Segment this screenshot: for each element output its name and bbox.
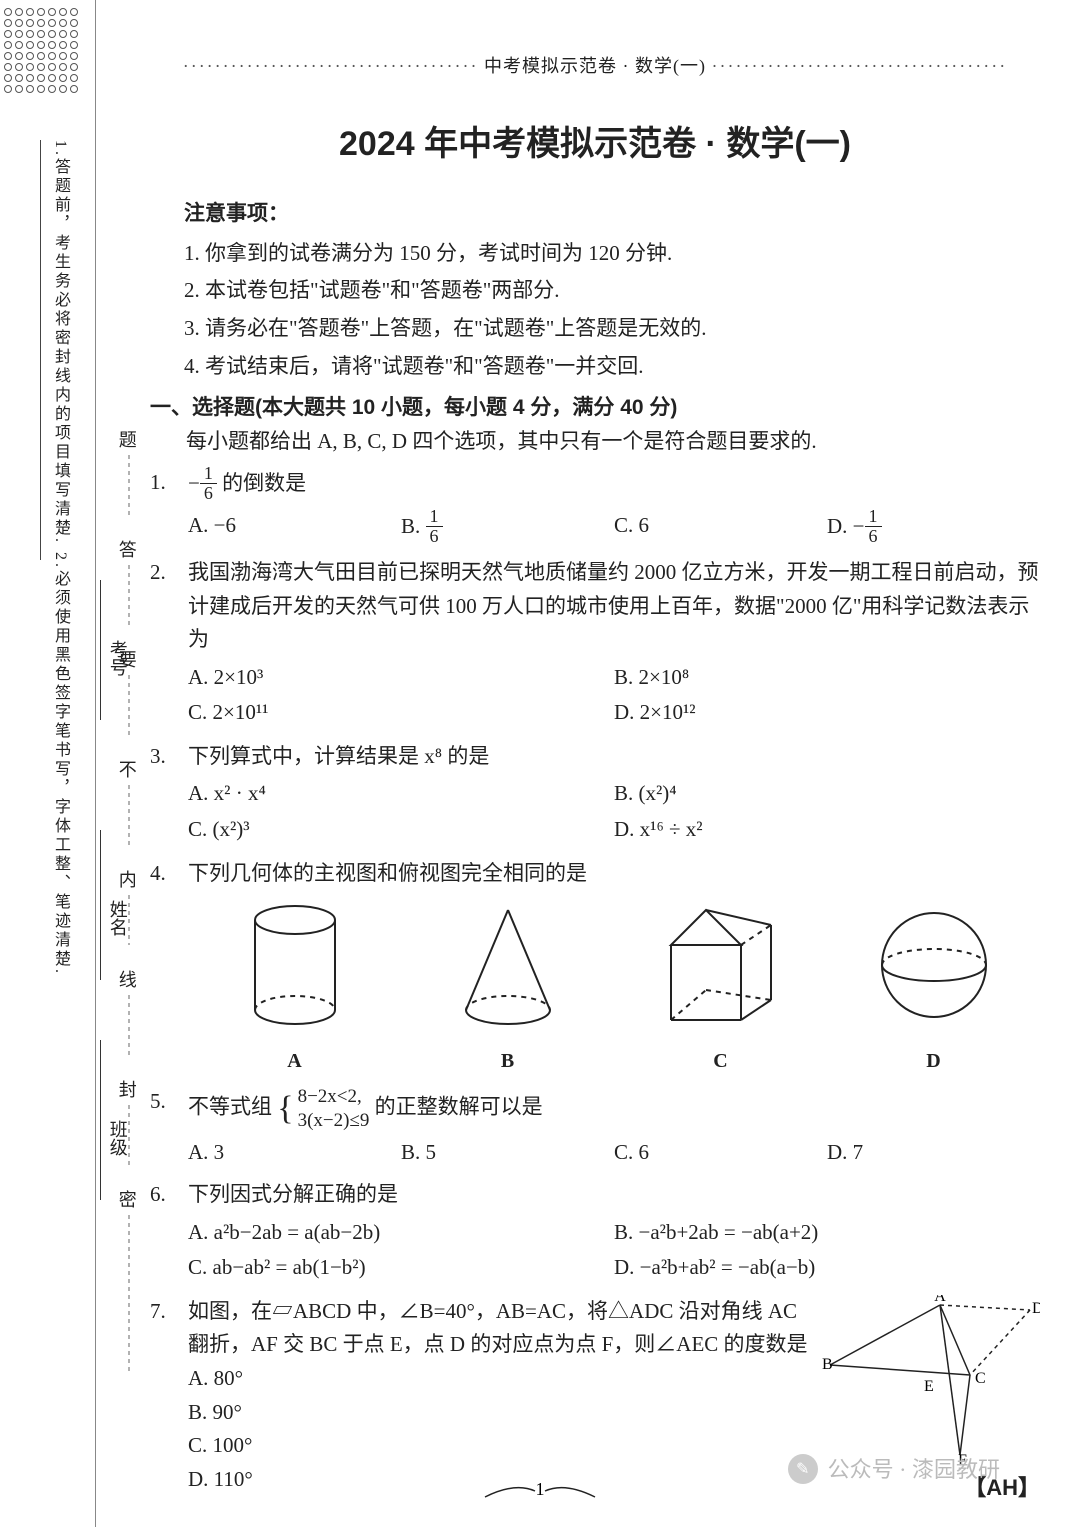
svg-text:1: 1 bbox=[536, 1479, 545, 1499]
option-b: B. 5 bbox=[401, 1136, 614, 1170]
q-stem: 下列因式分解正确的是 bbox=[188, 1178, 1040, 1212]
question-3: 3. 下列算式中，计算结果是 x⁸ 的是 A. x² · x⁴ B. (x²)⁴… bbox=[150, 740, 1040, 849]
field-class: 班级 bbox=[103, 1120, 132, 1156]
option-c: C. 6 bbox=[614, 509, 827, 548]
option-d: D. x¹⁶ ÷ x² bbox=[614, 813, 1040, 847]
option-a: A. 2×10³ bbox=[188, 661, 614, 695]
section-1-sub: 每小题都给出 A, B, C, D 四个选项，其中只有一个是符合题目要求的. bbox=[186, 425, 1040, 459]
solid-cone: B bbox=[401, 900, 614, 1077]
q-num: 4. bbox=[150, 857, 188, 891]
option-c: C. ab−ab² = ab(1−b²) bbox=[188, 1251, 614, 1285]
option-d: D. 7 bbox=[827, 1136, 1040, 1170]
exam-page: // placeholder; bubbles are drawn by mar… bbox=[0, 0, 1080, 1527]
svg-text:A: A bbox=[934, 1295, 946, 1305]
svg-text:B: B bbox=[822, 1356, 833, 1373]
notice-title: 注意事项： bbox=[184, 197, 1040, 231]
content-area: ····································· 中考… bbox=[150, 52, 1040, 1496]
q-stem: 我国渤海湾大气田目前已探明天然气地质储量约 2000 亿立方米，开发一期工程日前… bbox=[188, 556, 1040, 657]
question-2: 2. 我国渤海湾大气田目前已探明天然气地质储量约 2000 亿立方米，开发一期工… bbox=[150, 556, 1040, 732]
question-5: 5. 不等式组 {8−2x<2,3(x−2)≤9 的正整数解可以是 A. 3 B… bbox=[150, 1085, 1040, 1170]
option-c: C. 6 bbox=[614, 1136, 827, 1170]
seal-char: 不 bbox=[112, 760, 141, 778]
option-a: A. 3 bbox=[188, 1136, 401, 1170]
option-d: D. 2×10¹² bbox=[614, 696, 1040, 730]
notice-block: 注意事项： 1. 你拿到的试卷满分为 150 分，考试时间为 120 分钟. 2… bbox=[184, 197, 1040, 383]
svg-text:D: D bbox=[1032, 1300, 1040, 1317]
question-4: 4. 下列几何体的主视图和俯视图完全相同的是 A bbox=[150, 857, 1040, 1077]
binding-note: 1.答题前，考生务必将密封线内的项目填写清楚. 2.必须使用黑色签字笔书写，字体… bbox=[48, 140, 72, 976]
seal-char: 线 bbox=[112, 970, 141, 988]
seal-char: 答 bbox=[112, 540, 141, 558]
notice-item: 3. 请务必在"答题卷"上答题，在"试题卷"上答题是无效的. bbox=[184, 312, 1040, 346]
q-num: 6. bbox=[150, 1178, 188, 1212]
option-a: A. −6 bbox=[188, 509, 401, 548]
question-6: 6. 下列因式分解正确的是 A. a²b−2ab = a(ab−2b) B. −… bbox=[150, 1178, 1040, 1287]
q-stem: 下列几何体的主视图和俯视图完全相同的是 bbox=[188, 857, 1040, 891]
svg-text:C: C bbox=[975, 1370, 986, 1387]
notice-item: 2. 本试卷包括"试题卷"和"答题卷"两部分. bbox=[184, 274, 1040, 308]
solid-prism: C bbox=[614, 900, 827, 1077]
solid-sphere: D bbox=[827, 900, 1040, 1077]
notice-item: 1. 你拿到的试卷满分为 150 分，考试时间为 120 分钟. bbox=[184, 237, 1040, 271]
seal-char: 封 bbox=[112, 1080, 141, 1098]
main-title: 2024 年中考模拟示范卷 · 数学(一) bbox=[150, 117, 1040, 171]
option-b: B. 2×10⁸ bbox=[614, 661, 1040, 695]
option-b: B. 16 bbox=[401, 509, 614, 548]
field-name: 姓名 bbox=[103, 900, 132, 936]
q7-figure: A B C D E F bbox=[820, 1295, 1040, 1476]
option-a: A. a²b−2ab = a(ab−2b) bbox=[188, 1216, 614, 1250]
option-c: C. (x²)³ bbox=[188, 813, 614, 847]
q-num: 2. bbox=[150, 556, 188, 657]
field-exam-id: 考号 bbox=[103, 640, 132, 676]
seal-char: 密 bbox=[112, 1190, 141, 1208]
q-num: 1. bbox=[150, 466, 188, 505]
wechat-icon: ✎ bbox=[788, 1454, 818, 1484]
binding-strip: // placeholder; bubbles are drawn by mar… bbox=[0, 0, 96, 1527]
q-stem: −16 的倒数是 bbox=[188, 466, 1040, 505]
option-c: C. 2×10¹¹ bbox=[188, 696, 614, 730]
question-1: 1. −16 的倒数是 A. −6 B. 16 C. 6 D. −16 bbox=[150, 466, 1040, 548]
option-d: D. −16 bbox=[827, 509, 1040, 548]
q-stem: 不等式组 {8−2x<2,3(x−2)≤9 的正整数解可以是 bbox=[188, 1085, 1040, 1133]
seal-column: 题 答 要 不 内 线 封 密 考号 姓名 班级 bbox=[98, 0, 148, 1527]
section-1-head: 一、选择题(本大题共 10 小题，每小题 4 分，满分 40 分) bbox=[150, 391, 1040, 425]
svg-text:E: E bbox=[924, 1378, 934, 1395]
running-head: ····································· 中考… bbox=[150, 52, 1040, 81]
option-b: B. (x²)⁴ bbox=[614, 777, 1040, 811]
watermark: ✎ 公众号 · 漆园教研 bbox=[788, 1452, 1000, 1487]
option-a: A. x² · x⁴ bbox=[188, 777, 614, 811]
solid-cylinder: A bbox=[188, 900, 401, 1077]
notice-item: 4. 考试结束后，请将"试题卷"和"答题卷"一并交回. bbox=[184, 350, 1040, 384]
option-d: D. −a²b+ab² = −ab(a−b) bbox=[614, 1251, 1040, 1285]
q-num: 5. bbox=[150, 1085, 188, 1133]
q-stem: 下列算式中，计算结果是 x⁸ 的是 bbox=[188, 740, 1040, 774]
seal-char: 内 bbox=[112, 870, 141, 888]
option-b: B. −a²b+2ab = −ab(a+2) bbox=[614, 1216, 1040, 1250]
q-num: 7. bbox=[150, 1295, 188, 1362]
seal-char: 题 bbox=[112, 430, 141, 448]
omr-bubbles: // placeholder; bubbles are drawn by mar… bbox=[4, 8, 88, 96]
q-num: 3. bbox=[150, 740, 188, 774]
